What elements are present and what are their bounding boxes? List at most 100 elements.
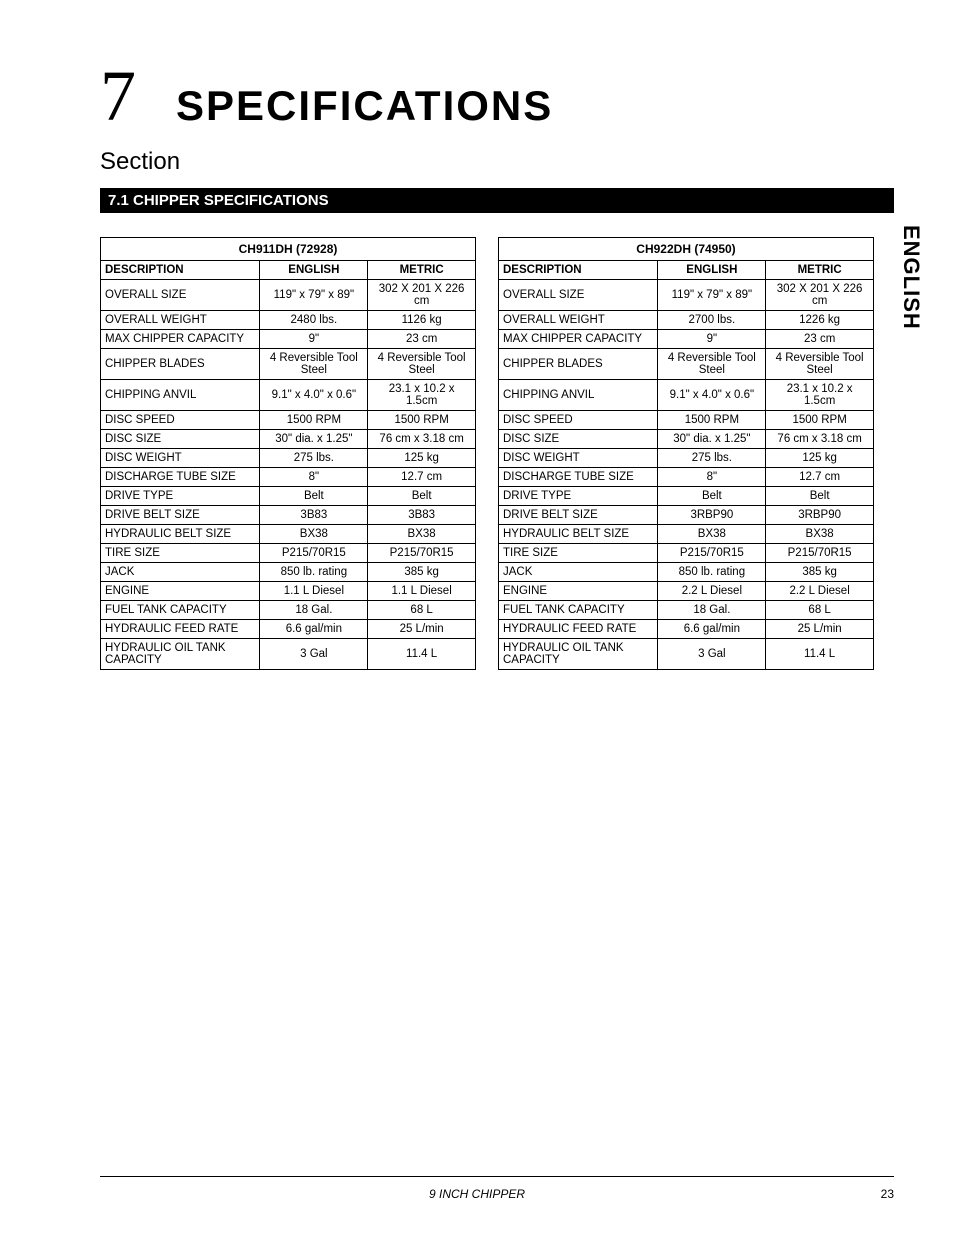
metric-cell: 385 kg	[766, 563, 874, 582]
metric-cell: 68 L	[766, 601, 874, 620]
table-row: JACK850 lb. rating385 kg	[499, 563, 874, 582]
desc-cell: DISC SPEED	[499, 411, 658, 430]
table-row: TIRE SIZEP215/70R15P215/70R15	[101, 544, 476, 563]
desc-cell: DISCHARGE TUBE SIZE	[101, 468, 260, 487]
metric-cell: 1500 RPM	[368, 411, 476, 430]
table-row: DISC SIZE30" dia. x 1.25"76 cm x 3.18 cm	[101, 430, 476, 449]
english-cell: 6.6 gal/min	[658, 620, 766, 639]
table-row: DRIVE TYPEBeltBelt	[101, 487, 476, 506]
desc-cell: ENGINE	[499, 582, 658, 601]
metric-cell: 3RBP90	[766, 506, 874, 525]
table-row: OVERALL SIZE119" x 79" x 89"302 X 201 X …	[499, 280, 874, 311]
metric-cell: 1500 RPM	[766, 411, 874, 430]
subsection-header: 7.1 CHIPPER SPECIFICATIONS	[100, 188, 894, 213]
english-cell: 119" x 79" x 89"	[658, 280, 766, 311]
english-cell: 3 Gal	[658, 639, 766, 670]
english-cell: 8"	[260, 468, 368, 487]
column-header-metric: METRIC	[368, 261, 476, 280]
table-row: FUEL TANK CAPACITY18 Gal.68 L	[499, 601, 874, 620]
section-header: 7 SPECIFICATIONS	[100, 60, 894, 132]
table-row: JACK850 lb. rating385 kg	[101, 563, 476, 582]
table-row: DISC WEIGHT275 lbs.125 kg	[101, 449, 476, 468]
english-cell: 275 lbs.	[658, 449, 766, 468]
desc-cell: DISC SIZE	[101, 430, 260, 449]
metric-cell: 11.4 L	[766, 639, 874, 670]
table-row: CHIPPING ANVIL9.1" x 4.0" x 0.6"23.1 x 1…	[101, 380, 476, 411]
metric-cell: 2.2 L Diesel	[766, 582, 874, 601]
metric-cell: 23 cm	[766, 330, 874, 349]
table-row: CHIPPER BLADES4 Reversible Tool Steel4 R…	[101, 349, 476, 380]
desc-cell: OVERALL WEIGHT	[101, 311, 260, 330]
english-cell: 30" dia. x 1.25"	[260, 430, 368, 449]
desc-cell: TIRE SIZE	[499, 544, 658, 563]
metric-cell: Belt	[766, 487, 874, 506]
english-cell: 8"	[658, 468, 766, 487]
table-row: DISCHARGE TUBE SIZE8"12.7 cm	[101, 468, 476, 487]
metric-cell: 68 L	[368, 601, 476, 620]
english-cell: 2.2 L Diesel	[658, 582, 766, 601]
metric-cell: 1226 kg	[766, 311, 874, 330]
section-number: 7	[100, 60, 136, 132]
table-row: DISC SPEED1500 RPM1500 RPM	[101, 411, 476, 430]
table-row: HYDRAULIC OIL TANK CAPACITY3 Gal11.4 L	[101, 639, 476, 670]
metric-cell: P215/70R15	[368, 544, 476, 563]
metric-cell: 125 kg	[368, 449, 476, 468]
desc-cell: MAX CHIPPER CAPACITY	[101, 330, 260, 349]
desc-cell: CHIPPING ANVIL	[101, 380, 260, 411]
english-cell: P215/70R15	[260, 544, 368, 563]
table-body-2: OVERALL SIZE119" x 79" x 89"302 X 201 X …	[499, 280, 874, 670]
desc-cell: HYDRAULIC FEED RATE	[499, 620, 658, 639]
metric-cell: 1.1 L Diesel	[368, 582, 476, 601]
section-label: Section	[100, 148, 180, 176]
table-row: DISC SPEED1500 RPM1500 RPM	[499, 411, 874, 430]
table-row: HYDRAULIC FEED RATE6.6 gal/min25 L/min	[101, 620, 476, 639]
desc-cell: CHIPPER BLADES	[101, 349, 260, 380]
desc-cell: DRIVE TYPE	[499, 487, 658, 506]
desc-cell: HYDRAULIC BELT SIZE	[101, 525, 260, 544]
english-cell: 2480 lbs.	[260, 311, 368, 330]
metric-cell: Belt	[368, 487, 476, 506]
model-header: CH911DH (72928)	[101, 238, 476, 261]
english-cell: 9"	[658, 330, 766, 349]
english-cell: 4 Reversible Tool Steel	[260, 349, 368, 380]
metric-cell: 302 X 201 X 226 cm	[368, 280, 476, 311]
desc-cell: CHIPPING ANVIL	[499, 380, 658, 411]
english-cell: 6.6 gal/min	[260, 620, 368, 639]
desc-cell: DRIVE TYPE	[101, 487, 260, 506]
page-number: 23	[881, 1187, 894, 1201]
english-cell: 3B83	[260, 506, 368, 525]
table-body-1: OVERALL SIZE119" x 79" x 89"302 X 201 X …	[101, 280, 476, 670]
metric-cell: 23.1 x 10.2 x 1.5cm	[766, 380, 874, 411]
metric-cell: 12.7 cm	[766, 468, 874, 487]
desc-cell: FUEL TANK CAPACITY	[499, 601, 658, 620]
metric-cell: P215/70R15	[766, 544, 874, 563]
english-cell: 850 lb. rating	[260, 563, 368, 582]
desc-cell: HYDRAULIC BELT SIZE	[499, 525, 658, 544]
desc-cell: DISC SIZE	[499, 430, 658, 449]
metric-cell: 76 cm x 3.18 cm	[766, 430, 874, 449]
desc-cell: DISC SPEED	[101, 411, 260, 430]
desc-cell: CHIPPER BLADES	[499, 349, 658, 380]
english-cell: 18 Gal.	[260, 601, 368, 620]
table-row: MAX CHIPPER CAPACITY9"23 cm	[499, 330, 874, 349]
desc-cell: DISC WEIGHT	[499, 449, 658, 468]
metric-cell: 25 L/min	[368, 620, 476, 639]
table-row: HYDRAULIC BELT SIZEBX38BX38	[499, 525, 874, 544]
table-row: ENGINE1.1 L Diesel1.1 L Diesel	[101, 582, 476, 601]
desc-cell: TIRE SIZE	[101, 544, 260, 563]
table-row: DRIVE BELT SIZE3RBP903RBP90	[499, 506, 874, 525]
metric-cell: 1126 kg	[368, 311, 476, 330]
desc-cell: ENGINE	[101, 582, 260, 601]
english-cell: 850 lb. rating	[658, 563, 766, 582]
table-row: DRIVE BELT SIZE3B833B83	[101, 506, 476, 525]
column-header-english: ENGLISH	[658, 261, 766, 280]
desc-cell: MAX CHIPPER CAPACITY	[499, 330, 658, 349]
main-title: SPECIFICATIONS	[176, 82, 553, 130]
english-cell: 2700 lbs.	[658, 311, 766, 330]
model-header: CH922DH (74950)	[499, 238, 874, 261]
english-cell: Belt	[260, 487, 368, 506]
metric-cell: 3B83	[368, 506, 476, 525]
table-row: CHIPPER BLADES4 Reversible Tool Steel4 R…	[499, 349, 874, 380]
column-header-metric: METRIC	[766, 261, 874, 280]
desc-cell: HYDRAULIC OIL TANK CAPACITY	[499, 639, 658, 670]
